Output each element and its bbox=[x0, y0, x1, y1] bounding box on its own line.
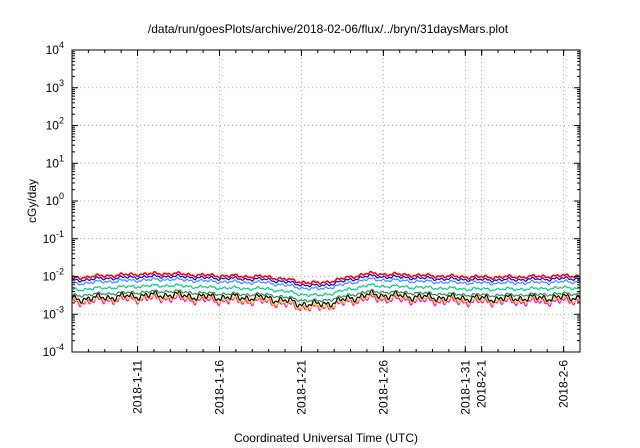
y-tick-base: 10 bbox=[43, 345, 57, 359]
series-line bbox=[71, 283, 581, 297]
y-tick-label: 10-2 bbox=[43, 267, 64, 284]
y-tick-label: 104 bbox=[46, 40, 64, 57]
y-tick-base: 10 bbox=[46, 194, 60, 208]
series-line bbox=[71, 277, 581, 291]
y-tick-exponent: 0 bbox=[59, 191, 64, 201]
x-tick-label: 2018-2-6 bbox=[557, 360, 571, 408]
y-tick-label: 100 bbox=[46, 191, 64, 208]
y-tick-base: 10 bbox=[43, 307, 57, 321]
x-tick-label: 2018-1-31 bbox=[458, 360, 472, 415]
series-line bbox=[71, 273, 581, 288]
y-tick-label: 10-1 bbox=[43, 229, 64, 246]
y-tick-base: 10 bbox=[46, 81, 60, 95]
x-tick-label: 2018-1-26 bbox=[376, 360, 390, 415]
y-tick-exponent: -1 bbox=[56, 229, 64, 239]
y-tick-label: 102 bbox=[46, 116, 64, 133]
y-tick-exponent: -2 bbox=[56, 267, 64, 277]
x-tick-labels: 2018-1-11 2018-1-16 2018-1-21 2018-1-26 2018… bbox=[131, 360, 571, 415]
x-tick-label: 2018-1-21 bbox=[294, 360, 308, 415]
y-tick-label: 10-4 bbox=[43, 342, 64, 359]
y-tick-exponent: 3 bbox=[59, 78, 64, 88]
y-axis-label: cGy/day bbox=[25, 179, 39, 223]
tick-marks bbox=[71, 49, 581, 353]
series-layer bbox=[71, 270, 581, 312]
y-tick-base: 10 bbox=[43, 232, 57, 246]
y-tick-base: 10 bbox=[46, 43, 60, 57]
y-tick-exponent: 4 bbox=[59, 40, 64, 50]
y-tick-exponent: 1 bbox=[59, 153, 64, 163]
series-line bbox=[71, 288, 581, 303]
x-tick-label: 2018-1-16 bbox=[212, 360, 226, 415]
series-line bbox=[71, 270, 581, 285]
chart-title: /data/run/goesPlots/archive/2018-02-06/f… bbox=[148, 22, 509, 36]
y-tick-base: 10 bbox=[46, 156, 60, 170]
y-tick-label: 103 bbox=[46, 78, 64, 95]
y-tick-base: 10 bbox=[43, 270, 57, 284]
y-tick-label: 10-3 bbox=[43, 304, 64, 321]
y-tick-exponent: -3 bbox=[56, 304, 64, 314]
x-tick-label: 2018-1-11 bbox=[131, 360, 145, 414]
y-tick-base: 10 bbox=[46, 119, 60, 133]
y-tick-label: 101 bbox=[46, 153, 64, 170]
series-line bbox=[71, 289, 581, 308]
y-tick-exponent: 2 bbox=[59, 116, 64, 126]
x-tick-label: 2018-2-1 bbox=[475, 360, 489, 408]
y-tick-exponent: -4 bbox=[56, 342, 64, 352]
x-axis-label: Coordinated Universal Time (UTC) bbox=[234, 431, 418, 445]
